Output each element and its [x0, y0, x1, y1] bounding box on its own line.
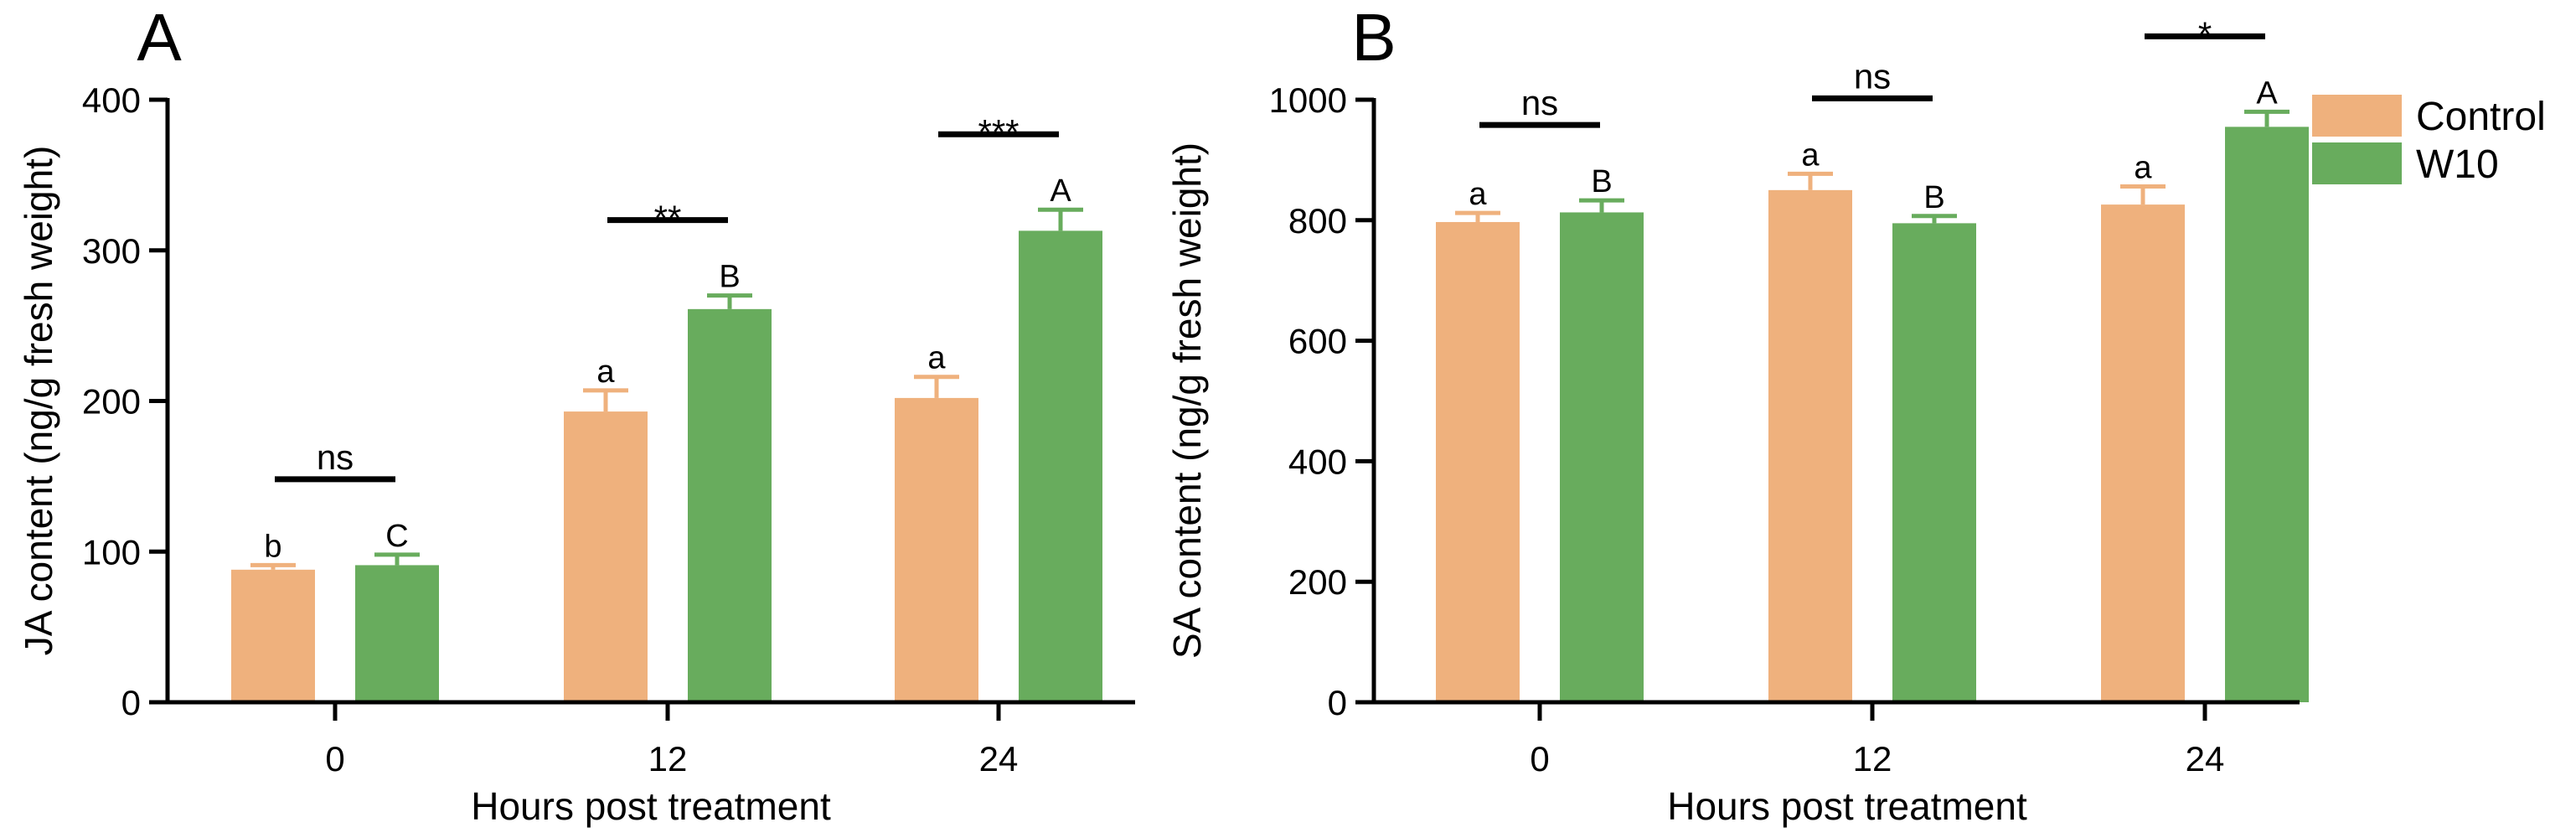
y-tick-label-200: 200	[82, 382, 141, 422]
letter-w10-0h: C	[385, 519, 408, 554]
bar-w10-0h	[1560, 212, 1644, 702]
y-tick-label-300: 300	[82, 231, 141, 271]
letter-control-0h: b	[264, 529, 281, 564]
y-tick-label-800: 800	[1288, 201, 1347, 241]
legend-label-w10: W10	[2416, 142, 2499, 187]
x-tick-label-0: 0	[325, 739, 344, 779]
x-axis-title: Hours post treatment	[471, 784, 831, 828]
bar-control-12h	[564, 411, 648, 702]
letter-control-12h: a	[596, 354, 615, 390]
bar-w10-24h	[2225, 127, 2309, 703]
letter-w10-24h: A	[1050, 173, 1071, 209]
legend-swatch-control	[2312, 95, 2402, 137]
legend-swatch-w10	[2312, 142, 2402, 184]
y-tick-label-1000: 1000	[1269, 80, 1347, 120]
panel-b: Ba a a B B Ans ns * 0 200 400 600 800 1000 0 12 24 Hours …	[1165, 0, 2309, 828]
x-tick-label-0: 0	[1530, 739, 1549, 779]
bar-control-24h	[2101, 204, 2185, 702]
letter-w10-0h: B	[1591, 164, 1612, 199]
x-tick-label-24: 24	[2186, 739, 2225, 779]
y-tick-label-0: 0	[121, 683, 141, 722]
x-tick-label-12: 12	[1853, 739, 1892, 779]
y-tick-label-100: 100	[82, 532, 141, 572]
letter-w10-24h: A	[2256, 75, 2278, 111]
y-tick-label-0: 0	[1328, 683, 1347, 722]
x-axis-title: Hours post treatment	[1667, 784, 2027, 828]
bar-control-12h	[1768, 189, 1852, 703]
letter-w10-12h: B	[1923, 180, 1944, 215]
bar-control-24h	[895, 397, 978, 702]
x-tick-label-24: 24	[979, 739, 1019, 779]
y-tick-label-400: 400	[1288, 442, 1347, 481]
y-axis-title: JA content (ng/g fresh weight)	[17, 146, 60, 656]
y-tick-label-600: 600	[1288, 322, 1347, 361]
letter-control-0h: a	[1469, 177, 1487, 212]
y-tick-label-400: 400	[82, 80, 141, 120]
bar-w10-12h	[688, 308, 772, 702]
letter-w10-12h: B	[719, 260, 740, 295]
x-tick-label-12: 12	[648, 739, 688, 779]
significance-label-0h: ns	[317, 437, 354, 477]
letter-control-24h: a	[2134, 151, 2152, 186]
letter-control-12h: a	[1801, 137, 1820, 173]
significance-label-24h: ***	[978, 112, 1019, 152]
letter-control-24h: a	[927, 341, 946, 376]
panel-label-a: A	[137, 0, 182, 75]
significance-label-0h: ns	[1521, 83, 1558, 122]
bar-control-0h	[1436, 221, 1520, 702]
y-axis-title: SA content (ng/g fresh weight)	[1165, 142, 1209, 659]
bar-control-0h	[231, 569, 315, 702]
bar-w10-12h	[1892, 223, 1976, 702]
legend-label-control: Control	[2416, 95, 2546, 139]
panel-label-b: B	[1351, 0, 1396, 75]
significance-label-12h: **	[654, 199, 682, 238]
y-tick-label-200: 200	[1288, 562, 1347, 602]
bar-w10-24h	[1019, 230, 1102, 702]
significance-label-24h: *	[2198, 14, 2212, 54]
significance-label-12h: ns	[1854, 56, 1891, 96]
bar-w10-0h	[355, 565, 439, 702]
